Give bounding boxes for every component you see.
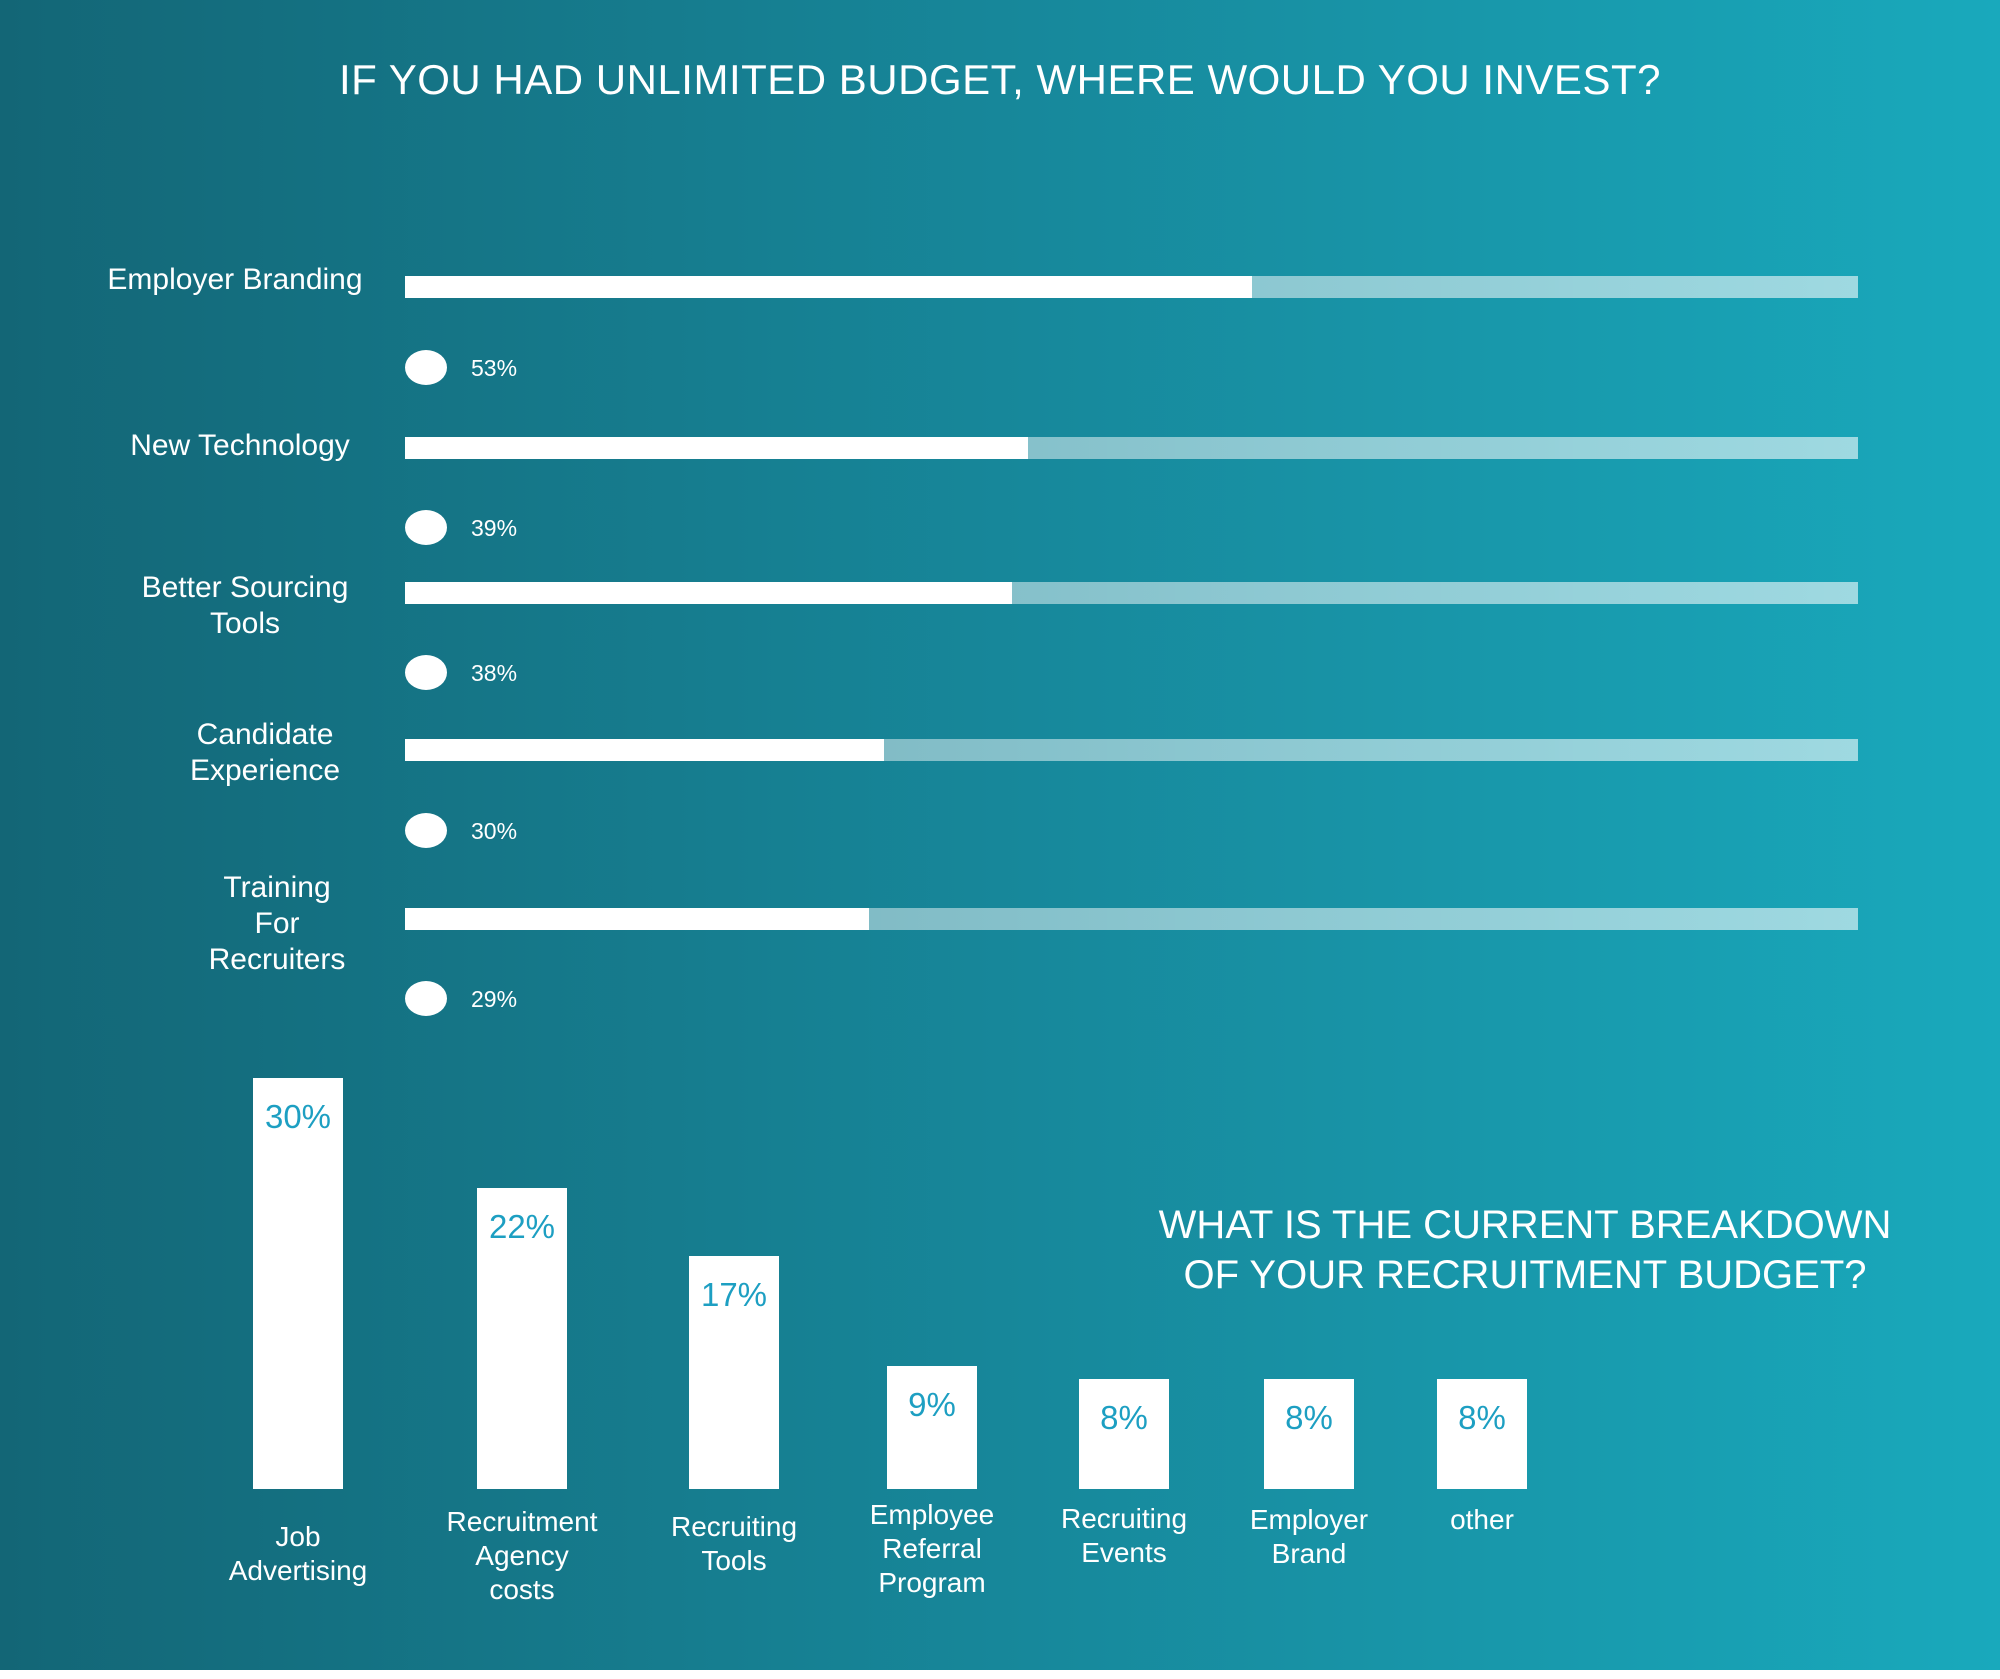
- value-dot-icon: [405, 813, 447, 848]
- invest-value-label: 38%: [471, 660, 518, 686]
- budget-value-label: 8%: [1458, 1399, 1506, 1437]
- budget-bar: 9%: [887, 1365, 977, 1489]
- invest-value-label: 30%: [471, 818, 518, 844]
- budget-value-label: 8%: [1285, 1399, 1333, 1437]
- budget-bar: 17%: [689, 1256, 779, 1489]
- budget-category-label: Job Advertising: [228, 1521, 368, 1586]
- invest-category-label: Training For Recruiters: [208, 871, 346, 976]
- invest-bar: [405, 437, 1029, 459]
- value-dot-icon: [405, 350, 447, 385]
- budget-bar: 8%: [1437, 1379, 1527, 1489]
- value-dot-icon: [405, 655, 447, 690]
- invest-value-label: 29%: [471, 986, 518, 1012]
- budget-value-label: 22%: [488, 1207, 556, 1245]
- budget-category-label: Employee Referral Program: [869, 1499, 995, 1598]
- invest-bar-track: [405, 276, 1858, 298]
- budget-bar: 8%: [1264, 1379, 1354, 1489]
- value-dot-icon: [405, 981, 447, 1016]
- invest-category-label: Employer Branding: [107, 263, 363, 296]
- invest-category-label: Candidate Experience: [189, 718, 341, 787]
- budget-value-label: 17%: [700, 1276, 768, 1314]
- invest-value-label: 39%: [471, 515, 518, 541]
- budget-category-label: other: [1450, 1504, 1514, 1535]
- invest-bar-track: [405, 739, 1858, 761]
- budget-value-label: 9%: [908, 1385, 956, 1423]
- invest-category-label: Better Sourcing Tools: [141, 571, 349, 640]
- budget-value-label: 30%: [264, 1098, 332, 1135]
- budget-value-label: 8%: [1100, 1399, 1148, 1437]
- invest-bar-track: [405, 908, 1858, 930]
- value-dot-icon: [405, 510, 447, 545]
- chart-title-invest: IF YOU HAD UNLIMITED BUDGET, WHERE WOULD…: [339, 56, 1661, 103]
- invest-value-label: 53%: [471, 355, 518, 381]
- budget-bar: 30%: [253, 1078, 343, 1489]
- invest-bar-track: [405, 437, 1858, 459]
- budget-bar: 8%: [1079, 1379, 1169, 1489]
- invest-bar: [405, 908, 869, 930]
- budget-bar: 22%: [477, 1187, 567, 1489]
- budget-category-label: Recruiting Tools: [670, 1511, 798, 1576]
- invest-bar: [405, 582, 1013, 604]
- invest-bar-track: [405, 582, 1858, 604]
- invest-category-label: New Technology: [130, 429, 350, 462]
- budget-category-label: Recruitment Agency costs: [446, 1506, 598, 1605]
- invest-bar: [405, 276, 1253, 298]
- budget-category-label: Recruiting Events: [1060, 1503, 1188, 1568]
- budget-category-label: Employer Brand: [1249, 1504, 1369, 1569]
- bottom-strip: [0, 1670, 2000, 1679]
- chart-title-breakdown: WHAT IS THE CURRENT BREAKDOWN OF YOUR RE…: [1158, 1203, 1892, 1297]
- invest-bar: [405, 739, 885, 761]
